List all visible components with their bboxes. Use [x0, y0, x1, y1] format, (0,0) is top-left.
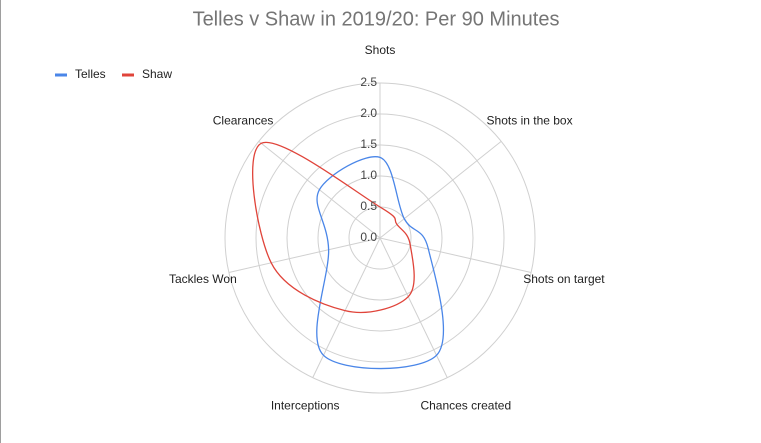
category-label: Tackles Won [169, 272, 237, 286]
series-line [316, 156, 445, 370]
spoke [379, 237, 532, 273]
r-tick-label: 1.5 [360, 137, 377, 151]
category-label: Shots on target [523, 272, 605, 286]
category-label: Shots in the box [487, 114, 573, 128]
labels: 0.0 0.5 1.0 1.5 2.0 2.5 Shots Shots in the box S… [169, 43, 605, 412]
plot [252, 141, 445, 370]
grid [224, 82, 536, 394]
series-line [252, 141, 415, 314]
category-label: Chances created [420, 399, 511, 413]
legend-label: Shaw [142, 67, 172, 81]
category-label: Interceptions [271, 399, 340, 413]
spoke [228, 237, 381, 273]
category-label: Shots [365, 43, 396, 57]
r-tick-label: 1.0 [360, 168, 377, 182]
spoke [379, 237, 448, 378]
spoke [379, 140, 502, 239]
r-tick-label: 2.0 [360, 106, 377, 120]
r-tick-label: 0.5 [360, 199, 377, 213]
r-tick-label: 2.5 [360, 75, 377, 89]
spoke [312, 237, 381, 378]
category-label: Clearances [213, 114, 274, 128]
legend-label: Telles [75, 67, 106, 81]
chart-title: Telles v Shaw in 2019/20: Per 90 Minutes [193, 8, 560, 30]
r-tick-label: 0.0 [360, 230, 377, 244]
